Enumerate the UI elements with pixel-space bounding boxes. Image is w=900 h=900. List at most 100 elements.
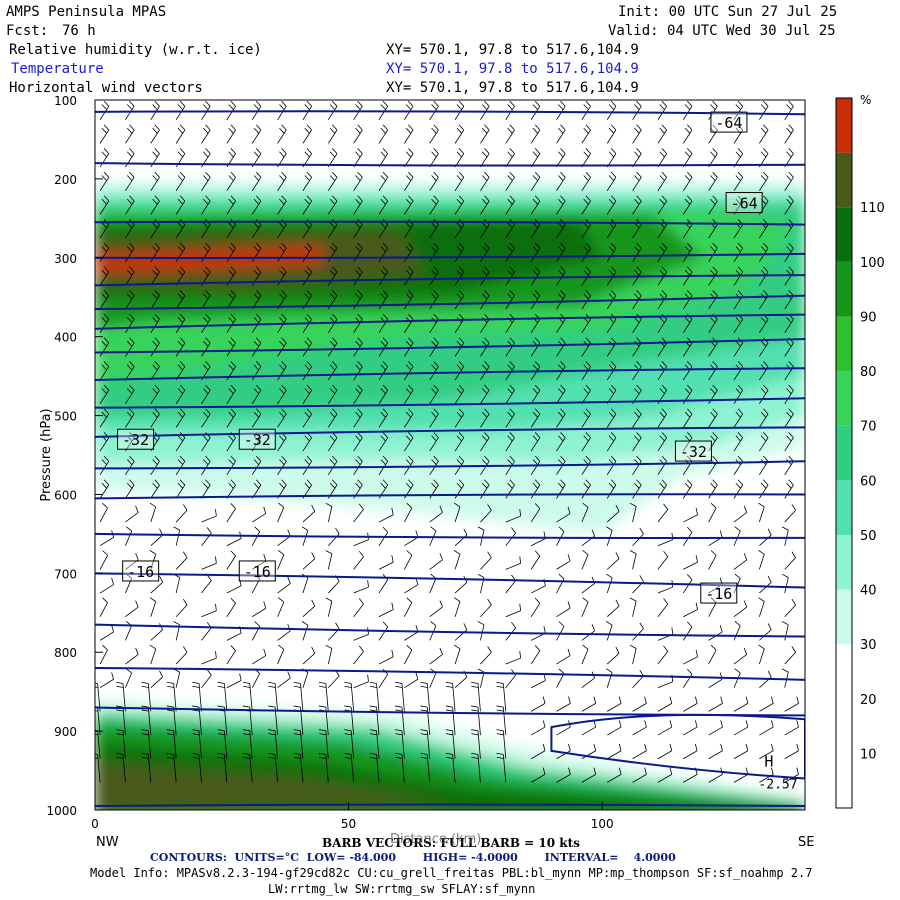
wind-barb bbox=[733, 266, 744, 286]
wind-barb bbox=[192, 752, 202, 783]
wind-barb bbox=[759, 124, 769, 144]
wind-barb bbox=[758, 502, 765, 523]
colorbar-tick-label: 60 bbox=[860, 474, 877, 489]
wind-barb bbox=[404, 597, 413, 617]
wind-barb bbox=[480, 195, 490, 215]
wind-barb bbox=[505, 479, 515, 499]
wind-barb bbox=[369, 681, 380, 712]
wind-barb bbox=[175, 195, 186, 215]
wind-barb bbox=[268, 681, 278, 712]
wind-barb bbox=[505, 455, 515, 475]
wind-barb bbox=[708, 384, 718, 404]
wind-barb bbox=[201, 171, 211, 191]
wind-barb bbox=[353, 100, 363, 120]
wind-barb bbox=[581, 550, 589, 570]
wind-barb bbox=[95, 753, 101, 783]
wind-barb bbox=[530, 743, 546, 760]
wind-barb bbox=[505, 408, 515, 428]
wind-barb bbox=[150, 195, 160, 215]
temperature-contour bbox=[95, 572, 805, 589]
colorbar-tick-label: 10 bbox=[860, 747, 877, 762]
wind-barb bbox=[781, 573, 789, 594]
wind-barb bbox=[759, 623, 772, 641]
wind-barb bbox=[99, 171, 110, 191]
wind-barb bbox=[173, 526, 181, 546]
wind-barb bbox=[607, 720, 622, 736]
wind-barb bbox=[708, 625, 723, 641]
wind-barb bbox=[657, 627, 674, 641]
wind-barb bbox=[759, 171, 769, 191]
field-rh-name: Relative humidity (w.r.t. ice) bbox=[9, 42, 262, 58]
wind-barb bbox=[252, 648, 267, 665]
colorbar-swatch bbox=[836, 98, 852, 153]
wind-barb bbox=[99, 408, 110, 428]
wind-barb bbox=[125, 479, 135, 499]
wind-barb bbox=[318, 729, 329, 759]
wind-barb bbox=[530, 767, 546, 783]
colorbar-swatch bbox=[836, 698, 852, 754]
wind-barb bbox=[353, 195, 363, 215]
wind-barb bbox=[505, 100, 515, 120]
wind-barb bbox=[606, 195, 617, 215]
wind-barb bbox=[781, 526, 789, 546]
wind-barb bbox=[150, 670, 164, 689]
y-tick-label: 600 bbox=[54, 488, 77, 502]
wind-barb bbox=[116, 752, 126, 783]
wind-barb bbox=[226, 195, 236, 215]
wind-barb bbox=[99, 644, 108, 665]
wind-barb bbox=[454, 195, 465, 215]
wind-barb bbox=[530, 195, 541, 215]
wind-barb bbox=[150, 100, 160, 120]
wind-barb bbox=[453, 502, 461, 523]
wind-barb bbox=[302, 313, 312, 333]
wind-barb bbox=[606, 408, 617, 428]
wind-barb bbox=[242, 729, 253, 759]
wind-barb bbox=[301, 668, 309, 688]
wind-barb bbox=[251, 124, 262, 144]
wind-barb bbox=[175, 646, 188, 665]
wind-barb bbox=[125, 647, 139, 665]
wind-barb bbox=[759, 455, 769, 475]
field-wind-xy: XY= 570.1, 97.8 to 517.6,104.9 bbox=[386, 80, 639, 96]
endpoint-left-label: NW bbox=[96, 835, 119, 850]
wind-barb bbox=[175, 598, 188, 617]
wind-barb bbox=[192, 729, 202, 759]
temperature-contour bbox=[95, 162, 805, 167]
wind-barb bbox=[607, 767, 622, 783]
wind-barb bbox=[606, 148, 617, 168]
wind-barb bbox=[477, 621, 485, 641]
temperature-contours bbox=[95, 110, 805, 808]
wind-barb bbox=[581, 624, 596, 641]
wind-barb bbox=[325, 597, 333, 617]
wind-barb bbox=[201, 408, 211, 428]
colorbar-swatch bbox=[836, 534, 852, 590]
wind-barb bbox=[394, 681, 405, 712]
wind-barb bbox=[404, 384, 414, 404]
model-info-physics: LW:rrtmg_lw SW:rrtmg_sw SFLAY:sf_mynn bbox=[268, 882, 536, 896]
wind-barb bbox=[606, 479, 617, 499]
wind-barb bbox=[302, 646, 316, 665]
wind-barb bbox=[759, 479, 769, 499]
wind-barb bbox=[556, 148, 566, 168]
wind-barb bbox=[530, 479, 541, 499]
wind-barb bbox=[99, 577, 115, 594]
wind-barb bbox=[632, 432, 642, 452]
temperature-contour bbox=[95, 460, 805, 470]
wind-barb bbox=[480, 598, 492, 617]
wind-barb bbox=[353, 674, 369, 689]
wind-barb bbox=[784, 432, 794, 452]
wind-barb bbox=[683, 555, 698, 570]
wind-barb bbox=[733, 720, 749, 736]
wind-barb bbox=[125, 668, 133, 688]
wind-barb bbox=[116, 705, 126, 736]
wind-barb bbox=[150, 575, 164, 594]
wind-barb bbox=[453, 597, 461, 617]
wind-barb bbox=[505, 669, 516, 688]
wind-barb bbox=[607, 696, 622, 712]
contour-label: -16 bbox=[700, 582, 738, 604]
wind-barb bbox=[192, 681, 202, 712]
wind-barb bbox=[682, 171, 693, 191]
wind-barb bbox=[125, 124, 135, 144]
wind-barb bbox=[606, 504, 620, 523]
wind-barb bbox=[302, 361, 312, 381]
